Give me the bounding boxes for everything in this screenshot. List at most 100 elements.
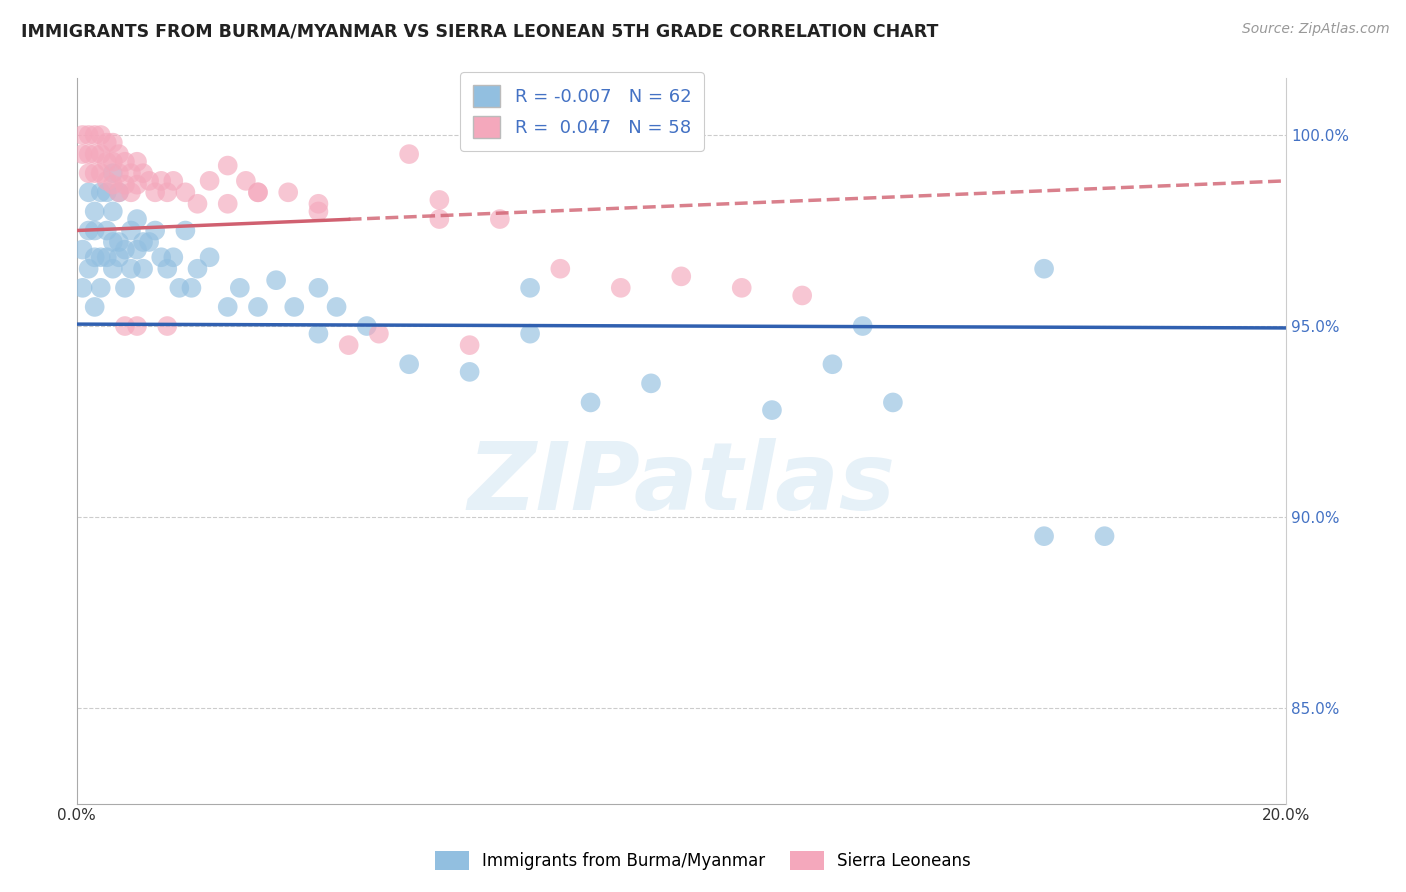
Point: [125, 319, 148, 334]
Point: [277, 186, 299, 200]
Point: [108, 166, 131, 180]
Point: [108, 147, 131, 161]
Point: [125, 243, 148, 257]
Point: [120, 186, 142, 200]
Point: [458, 338, 481, 352]
Point: [264, 273, 287, 287]
Point: [429, 193, 451, 207]
Point: [337, 338, 360, 352]
Legend: R = -0.007   N = 62, R =  0.047   N = 58: R = -0.007 N = 62, R = 0.047 N = 58: [461, 72, 704, 151]
Point: [198, 250, 221, 264]
Legend: Immigrants from Burma/Myanmar, Sierra Leoneans: Immigrants from Burma/Myanmar, Sierra Le…: [429, 844, 977, 877]
Point: [96, 250, 118, 264]
Point: [519, 281, 541, 295]
Point: [246, 186, 269, 200]
Point: [307, 204, 329, 219]
Point: [307, 326, 329, 341]
Point: [761, 403, 783, 417]
Point: [398, 147, 420, 161]
Point: [77, 261, 100, 276]
Point: [640, 376, 662, 391]
Point: [83, 147, 105, 161]
Point: [77, 223, 100, 237]
Point: [114, 319, 136, 334]
Point: [72, 147, 94, 161]
Point: [108, 186, 131, 200]
Point: [83, 128, 105, 142]
Point: [72, 128, 94, 142]
Point: [72, 281, 94, 295]
Point: [90, 128, 112, 142]
Point: [108, 186, 131, 200]
Point: [156, 186, 179, 200]
Point: [671, 269, 693, 284]
Point: [77, 166, 100, 180]
Point: [610, 281, 633, 295]
Point: [246, 186, 269, 200]
Point: [101, 154, 124, 169]
Point: [125, 212, 148, 227]
Text: ZIPatlas: ZIPatlas: [467, 438, 896, 530]
Point: [246, 300, 269, 314]
Point: [217, 300, 239, 314]
Point: [120, 166, 142, 180]
Point: [138, 174, 160, 188]
Point: [96, 154, 118, 169]
Point: [96, 174, 118, 188]
Point: [150, 174, 173, 188]
Point: [882, 395, 904, 409]
Point: [77, 128, 100, 142]
Point: [162, 174, 184, 188]
Point: [114, 281, 136, 295]
Point: [489, 212, 512, 227]
Point: [132, 166, 155, 180]
Point: [1033, 529, 1056, 543]
Point: [1033, 261, 1056, 276]
Point: [83, 300, 105, 314]
Point: [579, 395, 602, 409]
Point: [77, 147, 100, 161]
Point: [169, 281, 191, 295]
Point: [217, 159, 239, 173]
Point: [458, 365, 481, 379]
Point: [114, 154, 136, 169]
Point: [125, 154, 148, 169]
Point: [731, 281, 754, 295]
Point: [77, 186, 100, 200]
Point: [101, 204, 124, 219]
Point: [83, 250, 105, 264]
Point: [519, 326, 541, 341]
Point: [143, 186, 166, 200]
Point: [143, 223, 166, 237]
Point: [114, 243, 136, 257]
Point: [108, 250, 131, 264]
Point: [367, 326, 389, 341]
Point: [217, 196, 239, 211]
Point: [114, 178, 136, 192]
Point: [132, 261, 155, 276]
Point: [229, 281, 252, 295]
Point: [356, 319, 378, 334]
Point: [101, 166, 124, 180]
Point: [150, 250, 173, 264]
Point: [852, 319, 875, 334]
Point: [90, 166, 112, 180]
Point: [235, 174, 257, 188]
Point: [174, 186, 197, 200]
Point: [132, 235, 155, 249]
Point: [398, 357, 420, 371]
Point: [83, 204, 105, 219]
Point: [101, 178, 124, 192]
Text: Source: ZipAtlas.com: Source: ZipAtlas.com: [1241, 22, 1389, 37]
Point: [101, 136, 124, 150]
Point: [307, 196, 329, 211]
Point: [1094, 529, 1116, 543]
Point: [550, 261, 572, 276]
Point: [120, 223, 142, 237]
Point: [101, 261, 124, 276]
Point: [821, 357, 844, 371]
Point: [125, 178, 148, 192]
Point: [180, 281, 202, 295]
Point: [90, 147, 112, 161]
Point: [307, 281, 329, 295]
